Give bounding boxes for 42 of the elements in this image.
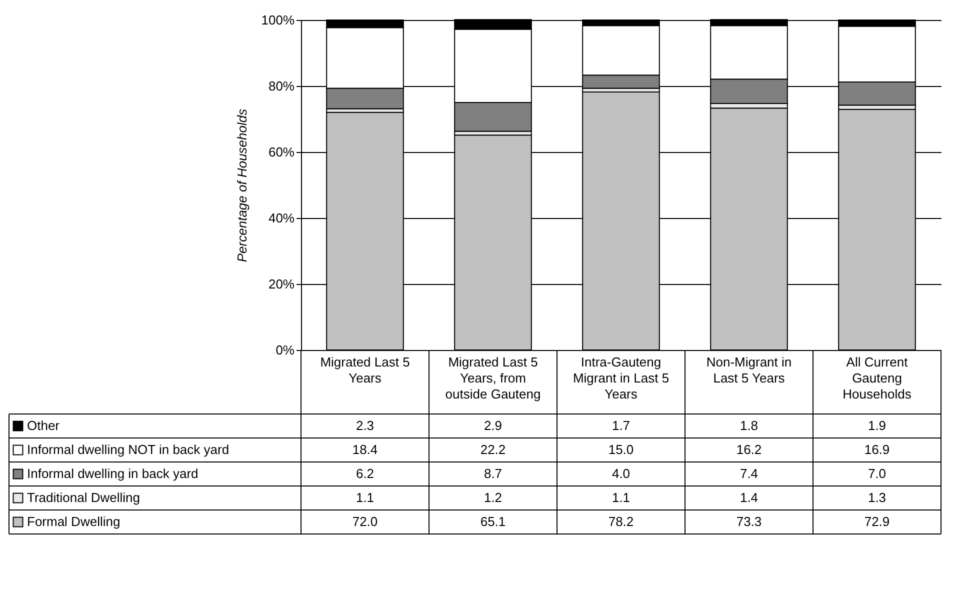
y-tick-label: 80%	[268, 78, 295, 94]
x-tick-label: All Current Gauteng Households	[842, 354, 912, 402]
legend-label: Informal dwelling in back yard	[27, 466, 198, 481]
data-label: 78.2	[608, 514, 634, 529]
data-label: 18.4	[352, 442, 378, 457]
y-tick-label: 40%	[268, 210, 295, 226]
data-label: 22.2	[480, 442, 506, 457]
data-label: 1.1	[612, 490, 630, 505]
data-label: 73.3	[736, 514, 762, 529]
data-label: 16.9	[864, 442, 890, 457]
data-label: 8.7	[484, 466, 502, 481]
y-tick-label: 60%	[268, 144, 295, 160]
legend-label: Other	[27, 418, 60, 433]
x-tick-label: Intra-Gauteng Migrant in Last 5 Years	[572, 354, 670, 402]
data-label: 1.7	[612, 418, 630, 433]
data-label: 65.1	[480, 514, 506, 529]
data-label: 1.3	[868, 490, 886, 505]
y-tick-label: 20%	[268, 276, 295, 292]
data-label: 7.0	[868, 466, 886, 481]
data-label: 16.2	[736, 442, 762, 457]
data-label: 1.8	[740, 418, 758, 433]
legend-label: Traditional Dwelling	[27, 490, 140, 505]
data-label: 72.9	[864, 514, 890, 529]
data-label: 2.3	[356, 418, 374, 433]
x-tick-label: Migrated Last 5 Years	[320, 354, 410, 386]
legend-label: Formal Dwelling	[27, 514, 120, 529]
x-tick-label: Migrated Last 5 Years, from outside Gauteng	[445, 354, 541, 402]
y-tick-label: 0%	[276, 342, 295, 358]
y-axis-title: Percentage of Households	[234, 108, 250, 262]
data-label: 1.9	[868, 418, 886, 433]
data-label: 1.2	[484, 490, 502, 505]
data-label: 72.0	[352, 514, 378, 529]
data-label: 1.1	[356, 490, 374, 505]
data-label: 15.0	[608, 442, 634, 457]
legend-label: Informal dwelling NOT in back yard	[27, 442, 230, 457]
x-tick-label: Non-Migrant in Last 5 Years	[706, 354, 792, 386]
data-label: 2.9	[484, 418, 502, 433]
y-tick-label: 100%	[261, 12, 295, 28]
data-label: 6.2	[356, 466, 374, 481]
data-label: 7.4	[740, 466, 758, 481]
data-label: 1.4	[740, 490, 758, 505]
data-label: 4.0	[612, 466, 630, 481]
